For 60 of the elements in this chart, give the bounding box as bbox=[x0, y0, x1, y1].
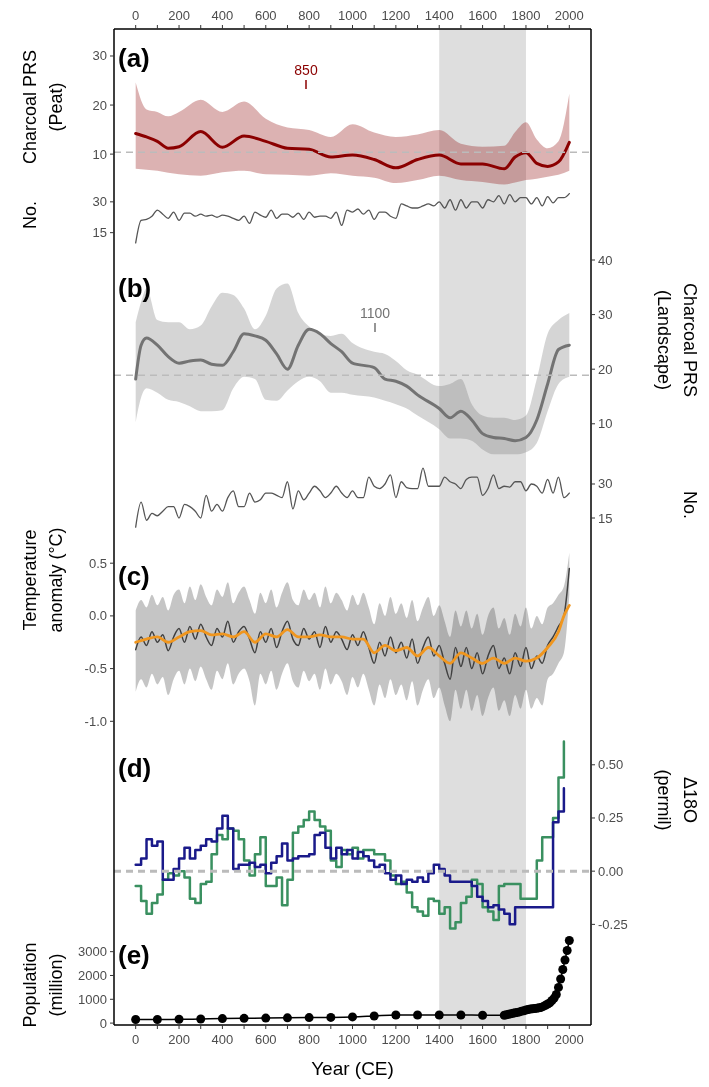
x-tick-label: 2000 bbox=[554, 1032, 584, 1047]
y-tick-label: 0.5 bbox=[88, 555, 107, 571]
y2-tick-label: 0.00 bbox=[598, 863, 624, 879]
annotation: (c) bbox=[118, 561, 150, 591]
y-tick-label: 2000 bbox=[78, 967, 107, 983]
annotation: 850 bbox=[294, 62, 318, 78]
x2-tick-label: 1800 bbox=[511, 8, 541, 23]
y2-tick-label: 20 bbox=[598, 361, 613, 377]
x-tick-label: 800 bbox=[298, 1032, 320, 1047]
x-tick-label: 1400 bbox=[424, 1032, 454, 1047]
y2-tick-label: 10 bbox=[598, 416, 613, 432]
y-tick-label: 1000 bbox=[78, 991, 107, 1007]
annotation: (e) bbox=[118, 940, 150, 970]
y2-tick-label: 15 bbox=[598, 510, 613, 526]
y2-axis-title: No. bbox=[680, 490, 700, 520]
x-tick-label: 600 bbox=[254, 1032, 277, 1047]
x2-tick-label: 1600 bbox=[468, 8, 498, 23]
y-tick-label: 30 bbox=[92, 48, 107, 64]
x-axis-title: Year (CE) bbox=[311, 1058, 394, 1079]
x2-tick-label: 0 bbox=[132, 8, 140, 23]
x-tick-label: 0 bbox=[132, 1032, 140, 1047]
y2-tick-label: -0.25 bbox=[598, 916, 628, 932]
y-tick-label: 0 bbox=[99, 1015, 107, 1031]
y-tick-label: 0.0 bbox=[88, 608, 107, 624]
y-tick-label: 15 bbox=[92, 225, 107, 241]
x2-tick-label: 400 bbox=[211, 8, 234, 23]
y-tick-label: 30 bbox=[92, 194, 107, 210]
x-tick-label: 1800 bbox=[511, 1032, 541, 1047]
y-axis-title: Population (million) bbox=[20, 942, 66, 1028]
y2-tick-label: 0.50 bbox=[598, 757, 624, 773]
x2-tick-label: 1200 bbox=[381, 8, 411, 23]
annotation: 1100 bbox=[359, 305, 391, 321]
y2-tick-label: 30 bbox=[598, 307, 613, 323]
y-tick-label: -1.0 bbox=[84, 713, 107, 729]
y-axis-title: Temperature anomaly (°C) bbox=[20, 527, 66, 633]
x2-tick-label: 800 bbox=[298, 8, 320, 23]
x2-tick-label: 2000 bbox=[554, 8, 584, 23]
y-axis-title: No. bbox=[20, 200, 40, 230]
y2-tick-label: 40 bbox=[598, 252, 613, 268]
x2-tick-label: 1000 bbox=[338, 8, 367, 23]
y2-axis-title: Δ18O (permil) bbox=[654, 769, 700, 831]
y-tick-label: 10 bbox=[92, 146, 107, 162]
y-axis-title: Charcoal PRS (Peat) bbox=[20, 49, 66, 165]
annotation: (d) bbox=[118, 753, 152, 783]
x2-tick-label: 600 bbox=[254, 8, 277, 23]
x-tick-label: 1200 bbox=[381, 1032, 411, 1047]
x-tick-label: 400 bbox=[211, 1032, 234, 1047]
y-tick-label: 20 bbox=[92, 97, 107, 113]
y-tick-label: 3000 bbox=[78, 944, 107, 960]
x-tick-label: 200 bbox=[168, 1032, 190, 1047]
y2-axis-title: Charcoal PRS (Landscape) bbox=[654, 282, 700, 398]
y2-tick-label: 30 bbox=[598, 476, 613, 492]
y2-tick-label: 0.25 bbox=[598, 810, 624, 826]
y-tick-label: -0.5 bbox=[84, 661, 107, 677]
x2-tick-label: 1400 bbox=[424, 8, 454, 23]
x2-tick-label: 200 bbox=[168, 8, 190, 23]
annotation: (a) bbox=[118, 43, 150, 73]
x-tick-label: 1600 bbox=[468, 1032, 498, 1047]
annotation: (b) bbox=[118, 273, 152, 303]
x-tick-label: 1000 bbox=[338, 1032, 367, 1047]
